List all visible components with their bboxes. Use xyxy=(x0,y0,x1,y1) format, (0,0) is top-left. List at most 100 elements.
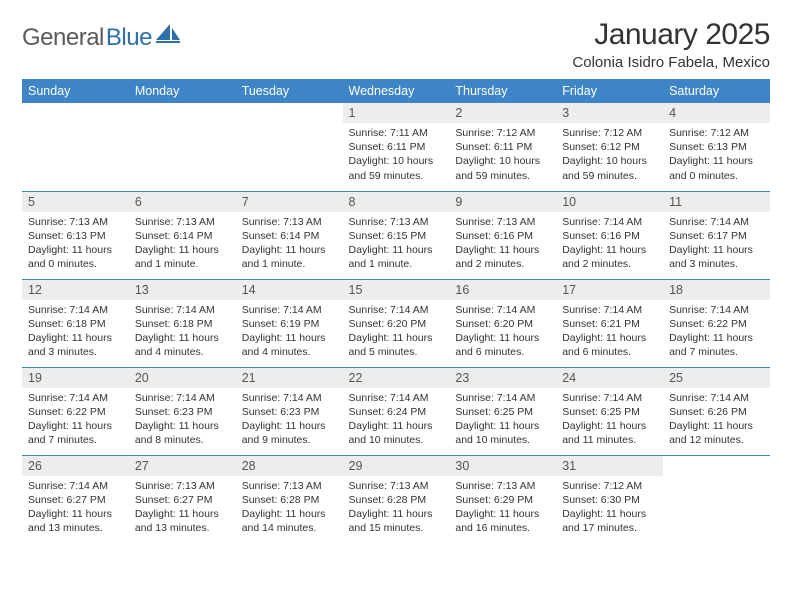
calendar-cell: 8Sunrise: 7:13 AMSunset: 6:15 PMDaylight… xyxy=(343,191,450,279)
day-body: Sunrise: 7:13 AMSunset: 6:16 PMDaylight:… xyxy=(449,212,556,276)
day-number: 11 xyxy=(663,192,770,212)
calendar-cell xyxy=(663,455,770,543)
day-number: 8 xyxy=(343,192,450,212)
calendar-cell: 13Sunrise: 7:14 AMSunset: 6:18 PMDayligh… xyxy=(129,279,236,367)
day-body: Sunrise: 7:14 AMSunset: 6:19 PMDaylight:… xyxy=(236,300,343,364)
day-number: 28 xyxy=(236,456,343,476)
calendar-cell: 25Sunrise: 7:14 AMSunset: 6:26 PMDayligh… xyxy=(663,367,770,455)
day-number: 12 xyxy=(22,280,129,300)
calendar-cell: 5Sunrise: 7:13 AMSunset: 6:13 PMDaylight… xyxy=(22,191,129,279)
day-body: Sunrise: 7:14 AMSunset: 6:16 PMDaylight:… xyxy=(556,212,663,276)
calendar-cell: 26Sunrise: 7:14 AMSunset: 6:27 PMDayligh… xyxy=(22,455,129,543)
day-body: Sunrise: 7:14 AMSunset: 6:24 PMDaylight:… xyxy=(343,388,450,452)
day-body: Sunrise: 7:11 AMSunset: 6:11 PMDaylight:… xyxy=(343,123,450,187)
calendar-cell xyxy=(236,103,343,191)
calendar-cell: 19Sunrise: 7:14 AMSunset: 6:22 PMDayligh… xyxy=(22,367,129,455)
day-body: Sunrise: 7:13 AMSunset: 6:27 PMDaylight:… xyxy=(129,476,236,540)
day-body: Sunrise: 7:14 AMSunset: 6:18 PMDaylight:… xyxy=(22,300,129,364)
calendar-cell: 6Sunrise: 7:13 AMSunset: 6:14 PMDaylight… xyxy=(129,191,236,279)
calendar-cell: 10Sunrise: 7:14 AMSunset: 6:16 PMDayligh… xyxy=(556,191,663,279)
day-number: 9 xyxy=(449,192,556,212)
day-number: 7 xyxy=(236,192,343,212)
dh-wed: Wednesday xyxy=(343,79,450,103)
calendar-row: 1Sunrise: 7:11 AMSunset: 6:11 PMDaylight… xyxy=(22,103,770,191)
day-number: 17 xyxy=(556,280,663,300)
day-body: Sunrise: 7:12 AMSunset: 6:13 PMDaylight:… xyxy=(663,123,770,187)
day-body: Sunrise: 7:13 AMSunset: 6:13 PMDaylight:… xyxy=(22,212,129,276)
calendar-cell: 17Sunrise: 7:14 AMSunset: 6:21 PMDayligh… xyxy=(556,279,663,367)
calendar-row: 26Sunrise: 7:14 AMSunset: 6:27 PMDayligh… xyxy=(22,455,770,543)
day-body: Sunrise: 7:12 AMSunset: 6:11 PMDaylight:… xyxy=(449,123,556,187)
day-number: 29 xyxy=(343,456,450,476)
calendar-cell: 27Sunrise: 7:13 AMSunset: 6:27 PMDayligh… xyxy=(129,455,236,543)
calendar-cell: 29Sunrise: 7:13 AMSunset: 6:28 PMDayligh… xyxy=(343,455,450,543)
day-number: 18 xyxy=(663,280,770,300)
calendar-cell: 20Sunrise: 7:14 AMSunset: 6:23 PMDayligh… xyxy=(129,367,236,455)
day-number: 22 xyxy=(343,368,450,388)
day-number: 24 xyxy=(556,368,663,388)
day-body: Sunrise: 7:14 AMSunset: 6:26 PMDaylight:… xyxy=(663,388,770,452)
day-number: 26 xyxy=(22,456,129,476)
day-body: Sunrise: 7:14 AMSunset: 6:22 PMDaylight:… xyxy=(663,300,770,364)
day-number: 21 xyxy=(236,368,343,388)
header: GeneralBlue January 2025 Colonia Isidro … xyxy=(22,18,770,71)
day-number: 10 xyxy=(556,192,663,212)
calendar-cell: 30Sunrise: 7:13 AMSunset: 6:29 PMDayligh… xyxy=(449,455,556,543)
calendar-cell: 9Sunrise: 7:13 AMSunset: 6:16 PMDaylight… xyxy=(449,191,556,279)
calendar-cell: 18Sunrise: 7:14 AMSunset: 6:22 PMDayligh… xyxy=(663,279,770,367)
dh-mon: Monday xyxy=(129,79,236,103)
calendar-cell: 14Sunrise: 7:14 AMSunset: 6:19 PMDayligh… xyxy=(236,279,343,367)
calendar-cell: 28Sunrise: 7:13 AMSunset: 6:28 PMDayligh… xyxy=(236,455,343,543)
calendar-cell xyxy=(22,103,129,191)
day-number: 25 xyxy=(663,368,770,388)
logo-text-b: Blue xyxy=(106,24,152,52)
calendar-cell: 7Sunrise: 7:13 AMSunset: 6:14 PMDaylight… xyxy=(236,191,343,279)
day-body: Sunrise: 7:13 AMSunset: 6:15 PMDaylight:… xyxy=(343,212,450,276)
day-body: Sunrise: 7:14 AMSunset: 6:20 PMDaylight:… xyxy=(449,300,556,364)
calendar-cell: 1Sunrise: 7:11 AMSunset: 6:11 PMDaylight… xyxy=(343,103,450,191)
calendar-row: 19Sunrise: 7:14 AMSunset: 6:22 PMDayligh… xyxy=(22,367,770,455)
calendar-cell: 22Sunrise: 7:14 AMSunset: 6:24 PMDayligh… xyxy=(343,367,450,455)
calendar-cell: 23Sunrise: 7:14 AMSunset: 6:25 PMDayligh… xyxy=(449,367,556,455)
dh-fri: Friday xyxy=(556,79,663,103)
day-body: Sunrise: 7:13 AMSunset: 6:28 PMDaylight:… xyxy=(343,476,450,540)
day-header-row: Sunday Monday Tuesday Wednesday Thursday… xyxy=(22,79,770,103)
day-body: Sunrise: 7:14 AMSunset: 6:20 PMDaylight:… xyxy=(343,300,450,364)
day-body: Sunrise: 7:13 AMSunset: 6:28 PMDaylight:… xyxy=(236,476,343,540)
calendar-table: Sunday Monday Tuesday Wednesday Thursday… xyxy=(22,79,770,543)
day-body: Sunrise: 7:13 AMSunset: 6:14 PMDaylight:… xyxy=(129,212,236,276)
day-body: Sunrise: 7:14 AMSunset: 6:25 PMDaylight:… xyxy=(556,388,663,452)
day-body: Sunrise: 7:14 AMSunset: 6:27 PMDaylight:… xyxy=(22,476,129,540)
day-number: 2 xyxy=(449,103,556,123)
calendar-cell: 3Sunrise: 7:12 AMSunset: 6:12 PMDaylight… xyxy=(556,103,663,191)
logo-text-a: General xyxy=(22,24,104,52)
logo-sail-icon xyxy=(156,24,182,49)
location: Colonia Isidro Fabela, Mexico xyxy=(572,54,770,71)
day-number: 30 xyxy=(449,456,556,476)
day-body: Sunrise: 7:14 AMSunset: 6:23 PMDaylight:… xyxy=(236,388,343,452)
day-number: 6 xyxy=(129,192,236,212)
dh-thu: Thursday xyxy=(449,79,556,103)
day-body: Sunrise: 7:12 AMSunset: 6:30 PMDaylight:… xyxy=(556,476,663,540)
day-body: Sunrise: 7:14 AMSunset: 6:25 PMDaylight:… xyxy=(449,388,556,452)
calendar-cell: 12Sunrise: 7:14 AMSunset: 6:18 PMDayligh… xyxy=(22,279,129,367)
day-body: Sunrise: 7:14 AMSunset: 6:23 PMDaylight:… xyxy=(129,388,236,452)
calendar-cell: 2Sunrise: 7:12 AMSunset: 6:11 PMDaylight… xyxy=(449,103,556,191)
day-body: Sunrise: 7:13 AMSunset: 6:29 PMDaylight:… xyxy=(449,476,556,540)
day-number: 5 xyxy=(22,192,129,212)
day-body: Sunrise: 7:13 AMSunset: 6:14 PMDaylight:… xyxy=(236,212,343,276)
calendar-row: 5Sunrise: 7:13 AMSunset: 6:13 PMDaylight… xyxy=(22,191,770,279)
day-number: 14 xyxy=(236,280,343,300)
calendar-row: 12Sunrise: 7:14 AMSunset: 6:18 PMDayligh… xyxy=(22,279,770,367)
calendar-cell: 15Sunrise: 7:14 AMSunset: 6:20 PMDayligh… xyxy=(343,279,450,367)
day-number: 23 xyxy=(449,368,556,388)
calendar-cell: 16Sunrise: 7:14 AMSunset: 6:20 PMDayligh… xyxy=(449,279,556,367)
day-number: 19 xyxy=(22,368,129,388)
day-body: Sunrise: 7:12 AMSunset: 6:12 PMDaylight:… xyxy=(556,123,663,187)
day-number: 13 xyxy=(129,280,236,300)
day-number: 27 xyxy=(129,456,236,476)
calendar-cell: 24Sunrise: 7:14 AMSunset: 6:25 PMDayligh… xyxy=(556,367,663,455)
dh-sun: Sunday xyxy=(22,79,129,103)
calendar-cell: 21Sunrise: 7:14 AMSunset: 6:23 PMDayligh… xyxy=(236,367,343,455)
title-block: January 2025 Colonia Isidro Fabela, Mexi… xyxy=(572,18,770,71)
